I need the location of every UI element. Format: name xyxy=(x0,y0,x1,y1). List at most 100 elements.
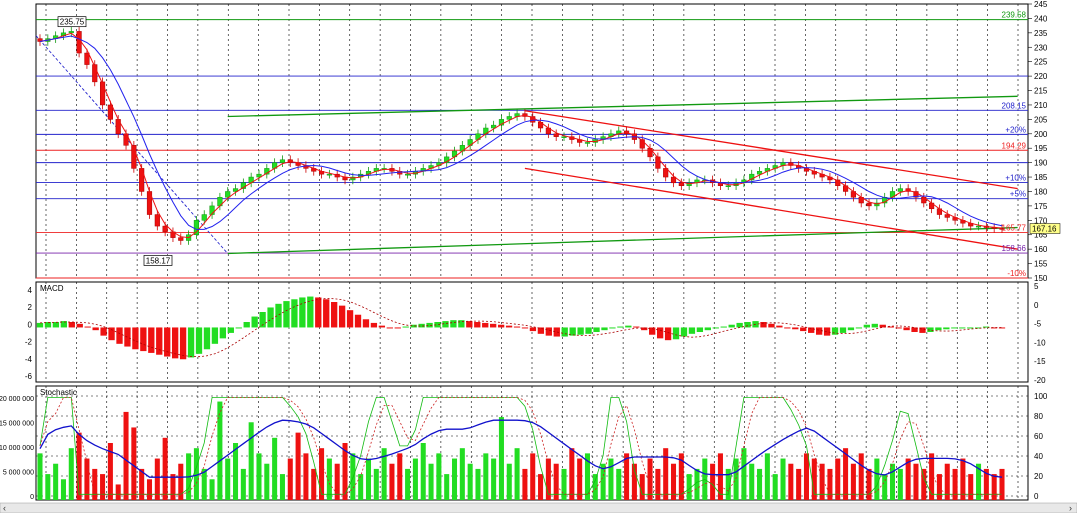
macd-bar xyxy=(744,322,751,328)
macd-bar xyxy=(736,322,743,328)
volume-bar xyxy=(936,474,942,500)
macd-bar xyxy=(156,327,163,355)
y-tick-label: 190 xyxy=(1034,159,1048,168)
macd-bar xyxy=(187,327,195,358)
y-tick-label: 215 xyxy=(1034,87,1048,96)
macd-bar xyxy=(728,324,735,328)
level-label: -10% xyxy=(1007,269,1026,278)
chevron-left-icon[interactable]: ‹ xyxy=(3,503,6,513)
candle-body xyxy=(553,133,559,137)
volume-bar xyxy=(655,468,661,500)
volume-bar xyxy=(178,463,184,500)
macd-right-tick-label: -20 xyxy=(1034,376,1046,385)
macd-bar xyxy=(283,301,290,328)
volume-bar xyxy=(670,463,677,500)
volume-bar xyxy=(592,474,598,500)
volume-bar xyxy=(569,448,575,500)
volume-bar xyxy=(37,453,43,500)
volume-bar xyxy=(233,443,239,500)
macd-bar xyxy=(267,307,274,328)
volume-bar xyxy=(976,463,982,500)
candle-body xyxy=(76,31,82,54)
macd-bar xyxy=(911,327,918,332)
y-tick-label: 170 xyxy=(1034,216,1048,225)
macd-left-tick-label: 0 xyxy=(28,320,33,329)
level-label: +5% xyxy=(1010,190,1026,199)
y-tick-label: 200 xyxy=(1034,130,1048,139)
macd-bar xyxy=(633,326,640,328)
macd-bar xyxy=(529,327,537,332)
macd-bar xyxy=(688,327,696,334)
macd-bar xyxy=(776,325,783,328)
macd-bar xyxy=(537,327,545,334)
macd-bar xyxy=(974,327,982,329)
candle-body xyxy=(725,185,731,187)
macd-bar xyxy=(466,321,473,328)
volume-bar xyxy=(553,463,559,500)
volume-bar xyxy=(373,468,379,500)
trend-line xyxy=(227,95,1018,118)
macd-bar xyxy=(609,327,616,329)
volume-bar xyxy=(139,468,145,500)
candle-body xyxy=(663,168,669,178)
volume-bar xyxy=(921,468,927,500)
candle-body xyxy=(639,139,645,149)
candle-body xyxy=(756,171,763,175)
macd-bar xyxy=(959,327,966,329)
macd-bar xyxy=(951,327,958,329)
volume-bar xyxy=(717,453,723,500)
y-tick-label: 180 xyxy=(1034,187,1048,196)
chevron-right-icon[interactable]: › xyxy=(1069,503,1072,513)
macd-bar xyxy=(410,324,417,328)
macd-bar xyxy=(561,327,568,337)
horizontal-scrollbar[interactable] xyxy=(0,502,1077,513)
macd-bar xyxy=(617,326,624,328)
volume-bar xyxy=(76,432,82,500)
macd-right-tick-label: 5 xyxy=(1034,282,1039,291)
macd-bar xyxy=(299,297,306,328)
level-label: 194.29 xyxy=(1002,141,1027,150)
macd-bar xyxy=(291,299,298,328)
stochastic-right-tick-label: 40 xyxy=(1034,452,1043,461)
macd-bar xyxy=(490,323,497,328)
macd-bar xyxy=(251,316,258,328)
y-tick-label: 195 xyxy=(1034,144,1048,153)
stochastic-right-tick-label: 100 xyxy=(1034,392,1048,401)
stochastic-title: Stochastic xyxy=(40,388,77,397)
volume-bar xyxy=(882,474,888,500)
macd-bar xyxy=(871,323,878,328)
candle-body xyxy=(678,182,684,186)
volume-bar xyxy=(60,479,66,500)
candle-body xyxy=(232,188,239,192)
macd-bar xyxy=(92,327,99,331)
macd-bar xyxy=(108,327,115,341)
level-label: 165.77 xyxy=(1002,224,1027,233)
moving-average-line xyxy=(39,35,1003,230)
macd-bar xyxy=(712,327,719,329)
candle-body xyxy=(154,214,160,227)
volume-bar xyxy=(45,474,51,500)
moving-average-line xyxy=(39,32,1003,239)
volume-bar xyxy=(514,448,520,500)
volume-bar xyxy=(600,463,606,500)
macd-bar xyxy=(331,302,338,328)
volume-bar xyxy=(334,463,340,500)
volume-bar xyxy=(819,463,825,500)
macd-bar xyxy=(680,327,688,337)
volume-bar xyxy=(225,458,231,500)
volume-bar xyxy=(240,468,246,500)
volume-bar xyxy=(295,432,301,500)
volume-bar xyxy=(983,468,989,500)
price-annotation-label: 158.17 xyxy=(146,256,171,265)
volume-bar xyxy=(991,474,997,500)
macd-bar xyxy=(577,327,584,335)
volume-bar xyxy=(84,458,90,500)
stochastic-d-line xyxy=(39,397,1002,495)
macd-bar xyxy=(585,327,592,334)
macd-title: MACD xyxy=(40,284,64,293)
price-annotation-box xyxy=(143,255,173,266)
price-annotation-box xyxy=(57,16,87,28)
macd-bar xyxy=(649,327,656,335)
volume-bar xyxy=(608,458,614,500)
